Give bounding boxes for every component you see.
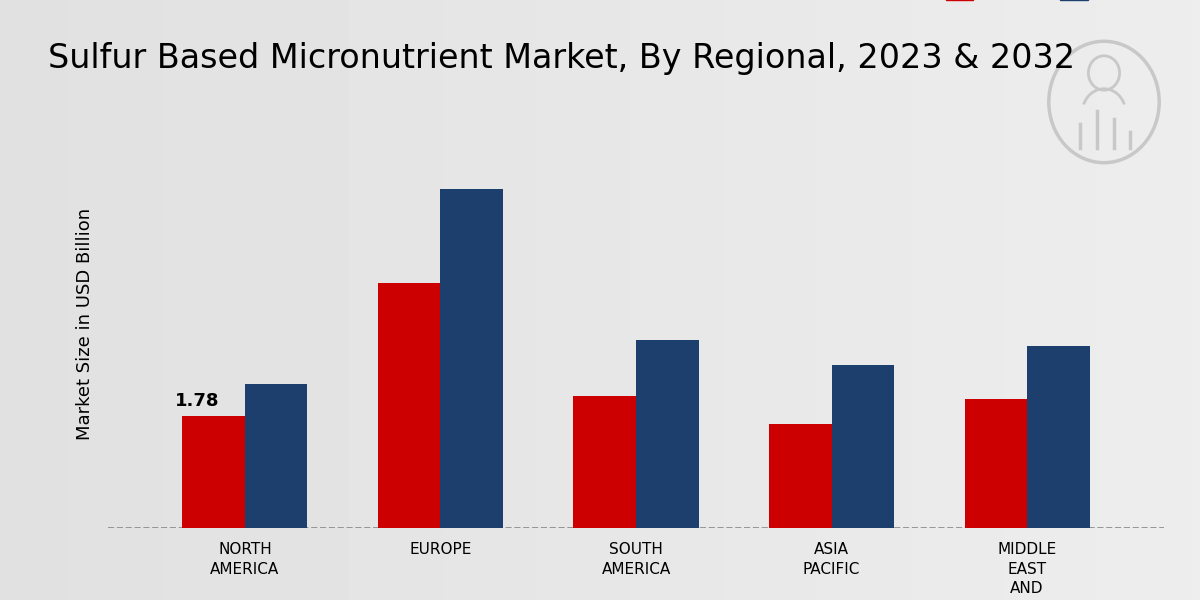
Bar <box>182 416 245 528</box>
Text: 1.78: 1.78 <box>174 392 218 410</box>
Bar <box>440 189 503 528</box>
Bar <box>574 396 636 528</box>
Bar <box>636 340 698 528</box>
Bar <box>965 400 1027 528</box>
Legend: 2023, 2032: 2023, 2032 <box>938 0 1154 8</box>
Text: Sulfur Based Micronutrient Market, By Regional, 2023 & 2032: Sulfur Based Micronutrient Market, By Re… <box>48 42 1075 75</box>
Bar <box>769 424 832 528</box>
Bar <box>245 383 307 528</box>
Bar <box>1027 346 1090 528</box>
Y-axis label: Market Size in USD Billion: Market Size in USD Billion <box>76 208 94 440</box>
Bar <box>378 283 440 528</box>
Bar <box>832 365 894 528</box>
